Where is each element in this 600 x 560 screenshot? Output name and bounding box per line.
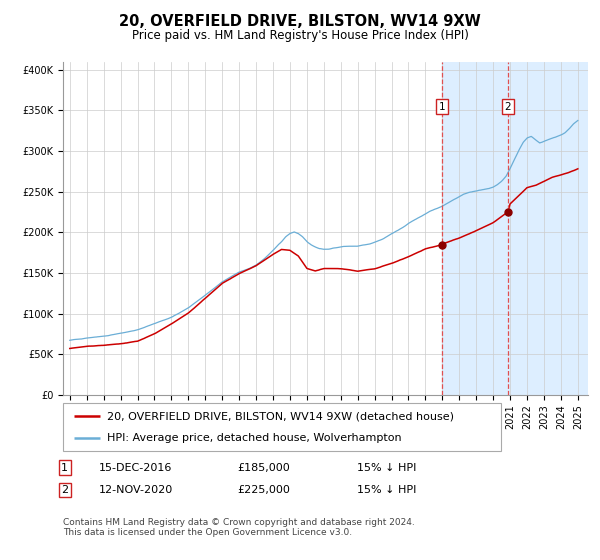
Text: 12-NOV-2020: 12-NOV-2020	[99, 485, 173, 495]
Text: 20, OVERFIELD DRIVE, BILSTON, WV14 9XW (detached house): 20, OVERFIELD DRIVE, BILSTON, WV14 9XW (…	[107, 411, 454, 421]
Text: 1: 1	[61, 463, 68, 473]
Text: £225,000: £225,000	[237, 485, 290, 495]
Text: 15-DEC-2016: 15-DEC-2016	[99, 463, 172, 473]
Text: 2: 2	[61, 485, 68, 495]
Text: 15% ↓ HPI: 15% ↓ HPI	[357, 463, 416, 473]
Text: 1: 1	[439, 101, 445, 111]
Text: Contains HM Land Registry data © Crown copyright and database right 2024.
This d: Contains HM Land Registry data © Crown c…	[63, 518, 415, 538]
Text: 20, OVERFIELD DRIVE, BILSTON, WV14 9XW: 20, OVERFIELD DRIVE, BILSTON, WV14 9XW	[119, 14, 481, 29]
Text: HPI: Average price, detached house, Wolverhampton: HPI: Average price, detached house, Wolv…	[107, 433, 401, 443]
FancyBboxPatch shape	[63, 403, 501, 451]
Text: Price paid vs. HM Land Registry's House Price Index (HPI): Price paid vs. HM Land Registry's House …	[131, 29, 469, 42]
Text: 15% ↓ HPI: 15% ↓ HPI	[357, 485, 416, 495]
Text: £185,000: £185,000	[237, 463, 290, 473]
Text: 2: 2	[505, 101, 511, 111]
Bar	[442, 62, 588, 395]
